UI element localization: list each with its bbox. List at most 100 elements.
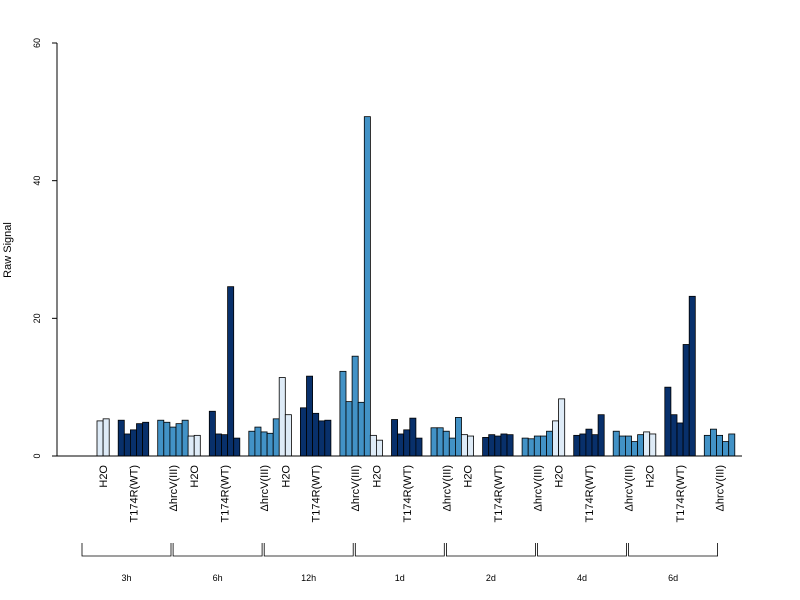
group-bracket <box>537 543 627 557</box>
group-bracket <box>263 543 354 557</box>
bar-12h-1-4 <box>324 419 332 457</box>
treatment-label: ΔhrcV(III) <box>259 465 271 511</box>
treatment-label: H2O <box>554 465 566 488</box>
bar-12h-1-1 <box>306 375 313 457</box>
bar-6h-1-1 <box>214 433 222 457</box>
treatment-label: T174R(WT) <box>220 465 232 522</box>
bar-6d-2-1 <box>710 428 717 457</box>
treatment-labels: H2O T174R(WT) ΔhrcV(III) H2O T174R(WT) ΔhrcV(… <box>98 465 726 523</box>
group-brackets: 3h 6h 12h 1d 2d 4d 6d <box>81 543 718 583</box>
bar-6d-0-1 <box>649 433 657 457</box>
bar-6d-1-2 <box>676 422 684 457</box>
group-bracket <box>81 543 172 557</box>
bar-6h-2-0 <box>248 430 256 457</box>
bar-6h-2-2 <box>260 431 268 457</box>
bar-1d-1-4 <box>415 437 423 457</box>
bar-1d-2-3 <box>448 437 456 457</box>
bar-3h-2-0 <box>157 419 165 457</box>
bar-12h-2-0 <box>339 370 347 457</box>
bar-4d-0-1 <box>558 398 566 457</box>
bar-1d-2-0 <box>430 427 438 457</box>
treatment-label: H2O <box>371 465 383 488</box>
bar-4d-2-1 <box>618 435 626 457</box>
treatment-label: T174R(WT) <box>675 465 687 522</box>
bar-12h-0-1 <box>284 414 292 457</box>
bar-2d-2-0 <box>521 437 529 457</box>
bar-6d-1-0 <box>664 386 672 457</box>
bar-6h-1-3 <box>227 286 235 457</box>
bar-2d-0-0 <box>460 434 468 457</box>
group-bracket <box>628 543 718 557</box>
treatment-label: T174R(WT) <box>584 465 596 522</box>
bar-12h-1-3 <box>318 420 326 457</box>
bar-4d-1-4 <box>597 414 605 457</box>
bar-2d-2-1 <box>527 438 535 457</box>
treatment-label: H2O <box>645 465 657 488</box>
bar-1d-1-1 <box>397 433 405 457</box>
group-bracket <box>354 543 445 557</box>
y-tick-label: 20 <box>32 313 42 323</box>
group-label: 6d <box>668 573 678 583</box>
bar-6d-1-1 <box>670 414 678 457</box>
bar-6h-1-2 <box>221 434 228 457</box>
bar-6h-0-0 <box>187 435 195 457</box>
bar-3h-1-3 <box>136 423 143 457</box>
bar-2d-1-4 <box>506 434 514 457</box>
bar-1d-1-3 <box>409 417 417 457</box>
bar-1d-2-4 <box>454 417 462 457</box>
bar-1d-1-2 <box>403 429 411 457</box>
treatment-label: T174R(WT) <box>311 465 323 522</box>
treatment-label: H2O <box>463 465 475 488</box>
group-label: 4d <box>577 573 587 583</box>
bar-4d-1-3 <box>591 434 599 457</box>
bar-12h-0-0 <box>278 377 286 457</box>
bar-6d-0-0 <box>643 431 651 457</box>
bar-12h-1-0 <box>299 407 307 457</box>
bar-3h-0-0 <box>96 420 104 457</box>
group-label: 3h <box>121 573 131 583</box>
bar-6d-1-3 <box>682 344 690 457</box>
bar-6d-2-4 <box>728 433 736 457</box>
treatment-label: ΔhrcV(III) <box>168 465 180 511</box>
bar-6h-1-4 <box>233 437 241 457</box>
group-label: 2d <box>486 573 496 583</box>
bar-3h-2-1 <box>163 421 171 457</box>
y-axis: 0 20 40 60 <box>32 38 58 459</box>
group-label: 6h <box>213 573 223 583</box>
treatment-label: H2O <box>280 465 292 488</box>
bar-1d-2-2 <box>442 430 450 457</box>
bar-2d-2-4 <box>546 430 553 457</box>
bar-6d-2-0 <box>703 434 711 457</box>
bar-2d-0-1 <box>467 435 474 457</box>
bar-3h-0-1 <box>102 418 110 457</box>
bar-6d-1-4 <box>688 295 696 457</box>
y-tick-label: 40 <box>32 176 42 186</box>
bar-6h-2-4 <box>272 418 280 457</box>
bar-1d-0-1 <box>375 439 383 457</box>
bar-3h-1-0 <box>117 419 125 457</box>
bar-3h-1-2 <box>129 429 137 457</box>
bar-1d-2-1 <box>436 427 444 457</box>
bar-2d-1-0 <box>482 437 490 457</box>
bar-6h-1-0 <box>208 410 216 457</box>
bar-4d-1-1 <box>579 433 587 457</box>
bar-1d-0-0 <box>369 434 377 457</box>
bar-4d-0-0 <box>552 420 559 457</box>
bar-1d-1-0 <box>391 419 398 457</box>
bar-12h-2-2 <box>351 355 359 457</box>
group-label: 12h <box>301 573 316 583</box>
bars <box>96 116 736 457</box>
treatment-label: T174R(WT) <box>128 465 140 522</box>
treatment-label: ΔhrcV(III) <box>350 465 362 511</box>
group-bracket <box>446 543 536 557</box>
bar-4d-1-0 <box>573 434 581 457</box>
bar-3h-2-2 <box>169 426 177 457</box>
treatment-label: ΔhrcV(III) <box>532 465 544 511</box>
y-tick-label: 0 <box>32 453 42 458</box>
bar-2d-1-3 <box>500 433 508 457</box>
y-axis-label: Raw Signal <box>2 222 14 278</box>
bar-6d-2-2 <box>716 434 723 457</box>
treatment-label: ΔhrcV(III) <box>623 465 635 511</box>
bar-6d-2-3 <box>722 441 730 457</box>
bar-12h-2-1 <box>345 401 353 457</box>
